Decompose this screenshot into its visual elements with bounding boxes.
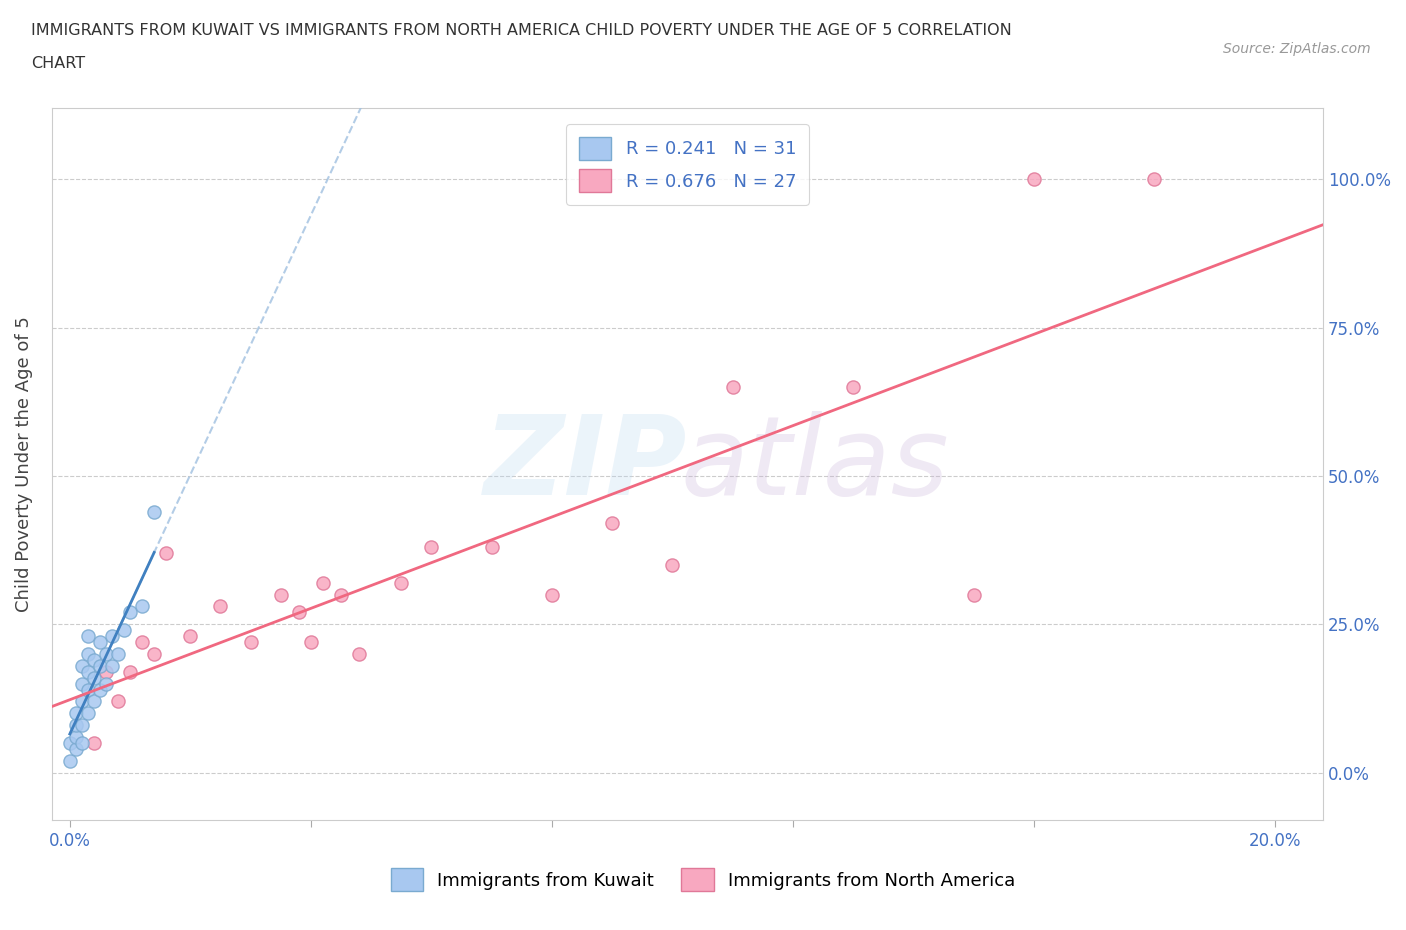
Point [77, 646, 100, 661]
Point [65, 741, 87, 756]
Point [70, 658, 93, 673]
Point [963, 587, 986, 602]
Point [312, 576, 335, 591]
Point [420, 539, 443, 554]
Text: Source: ZipAtlas.com: Source: ZipAtlas.com [1223, 42, 1371, 56]
Point [70, 694, 93, 709]
Point [842, 379, 865, 394]
Point [1143, 172, 1166, 187]
Point [101, 629, 124, 644]
Point [209, 599, 232, 614]
Point [143, 504, 166, 519]
Point [131, 634, 153, 649]
Point [65, 706, 87, 721]
Point [131, 599, 153, 614]
Point [77, 664, 100, 679]
Point [107, 646, 129, 661]
Point [661, 557, 683, 572]
Point [83, 671, 105, 685]
Point [70, 676, 93, 691]
Text: CHART: CHART [31, 56, 84, 71]
Point [89, 682, 111, 697]
Point [179, 629, 201, 644]
Point [347, 646, 370, 661]
Point [94, 676, 117, 691]
Text: IMMIGRANTS FROM KUWAIT VS IMMIGRANTS FROM NORTH AMERICA CHILD POVERTY UNDER THE : IMMIGRANTS FROM KUWAIT VS IMMIGRANTS FRO… [31, 23, 1012, 38]
Point [65, 729, 87, 744]
Point [83, 694, 105, 709]
Point [77, 682, 100, 697]
Point [94, 664, 117, 679]
Point [600, 516, 623, 531]
Point [101, 658, 124, 673]
Point [107, 694, 129, 709]
Point [1022, 172, 1045, 187]
Legend: R = 0.241   N = 31, R = 0.676   N = 27: R = 0.241 N = 31, R = 0.676 N = 27 [567, 124, 808, 205]
Point [120, 664, 142, 679]
Point [59, 736, 82, 751]
Point [541, 587, 564, 602]
Point [112, 623, 135, 638]
Point [83, 736, 105, 751]
Text: atlas: atlas [681, 410, 949, 518]
Point [94, 646, 117, 661]
Point [89, 634, 111, 649]
Text: ZIP: ZIP [484, 410, 688, 518]
Point [70, 718, 93, 733]
Point [77, 706, 100, 721]
Y-axis label: Child Poverty Under the Age of 5: Child Poverty Under the Age of 5 [15, 316, 32, 612]
Point [83, 653, 105, 668]
Point [65, 718, 87, 733]
Point [288, 604, 311, 619]
Point [120, 604, 142, 619]
Point [155, 546, 177, 561]
Point [143, 646, 166, 661]
Point [59, 753, 82, 768]
Legend: Immigrants from Kuwait, Immigrants from North America: Immigrants from Kuwait, Immigrants from … [381, 859, 1025, 900]
Point [389, 576, 412, 591]
Point [89, 658, 111, 673]
Point [239, 634, 262, 649]
Point [299, 634, 322, 649]
Point [721, 379, 744, 394]
Point [77, 629, 100, 644]
Point [330, 587, 353, 602]
Point [270, 587, 292, 602]
Point [70, 736, 93, 751]
Point [481, 539, 503, 554]
